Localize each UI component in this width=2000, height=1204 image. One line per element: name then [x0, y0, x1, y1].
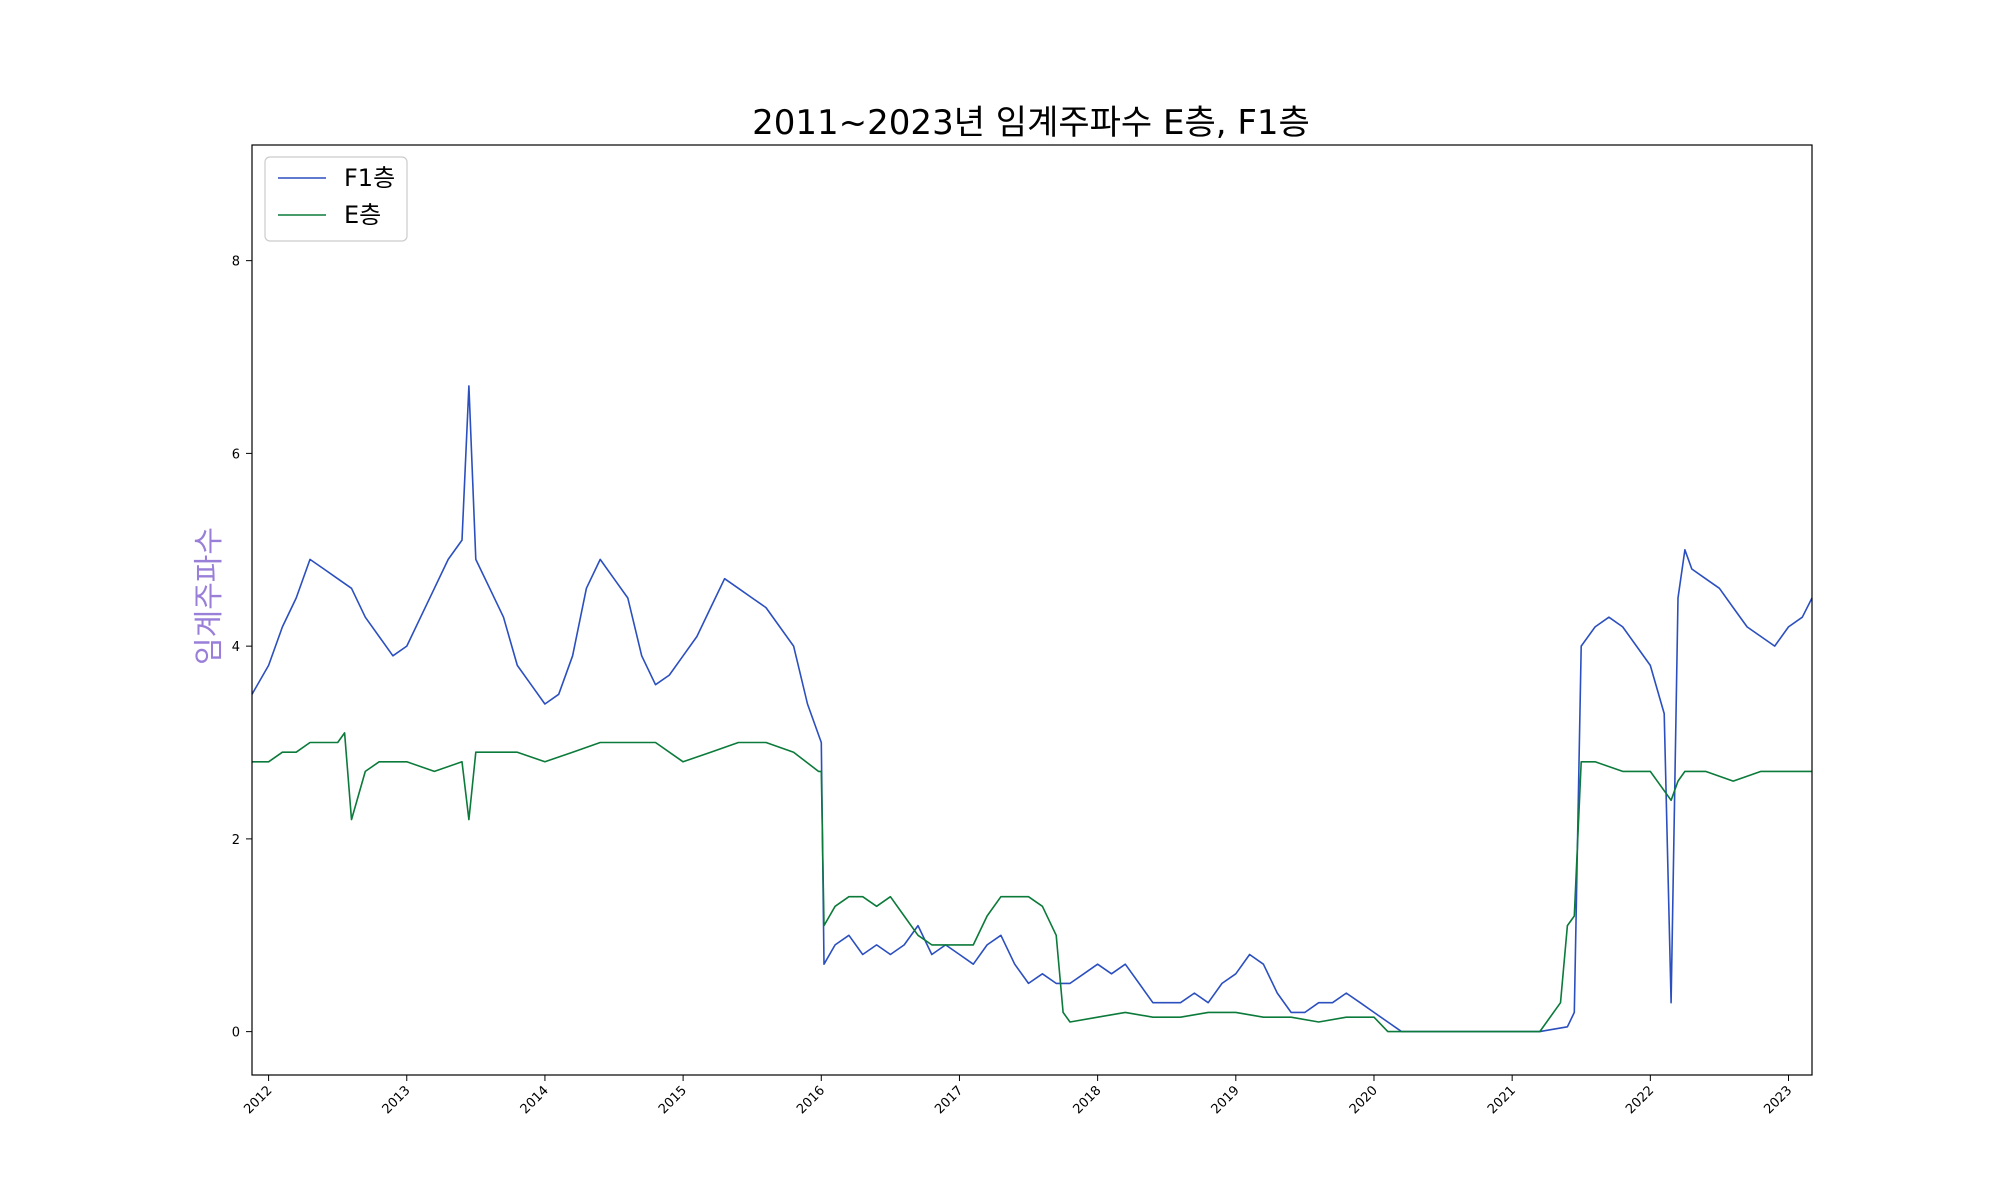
- legend: F1층 E층: [264, 156, 408, 242]
- y-axis: 0 2 4 6 8: [232, 255, 252, 1041]
- chart-title: 2011~2023년 임계주파수 E층, F1층: [752, 103, 1310, 143]
- axes-frame: [251, 144, 1813, 1076]
- series-line-e: [252, 732, 1812, 1033]
- plot-area: [251, 385, 1813, 1033]
- y-tick-label: 8: [232, 255, 240, 270]
- legend-label-e: E층: [344, 201, 381, 229]
- y-axis-label: 임계주파수: [192, 527, 227, 665]
- legend-label-f1: F1층: [344, 164, 395, 192]
- y-tick-label: 4: [232, 640, 240, 655]
- series-line-f1: [251, 385, 1813, 1033]
- y-tick-label: 2: [232, 833, 240, 848]
- y-tick-label: 0: [232, 1026, 240, 1041]
- y-tick-label: 6: [232, 447, 240, 462]
